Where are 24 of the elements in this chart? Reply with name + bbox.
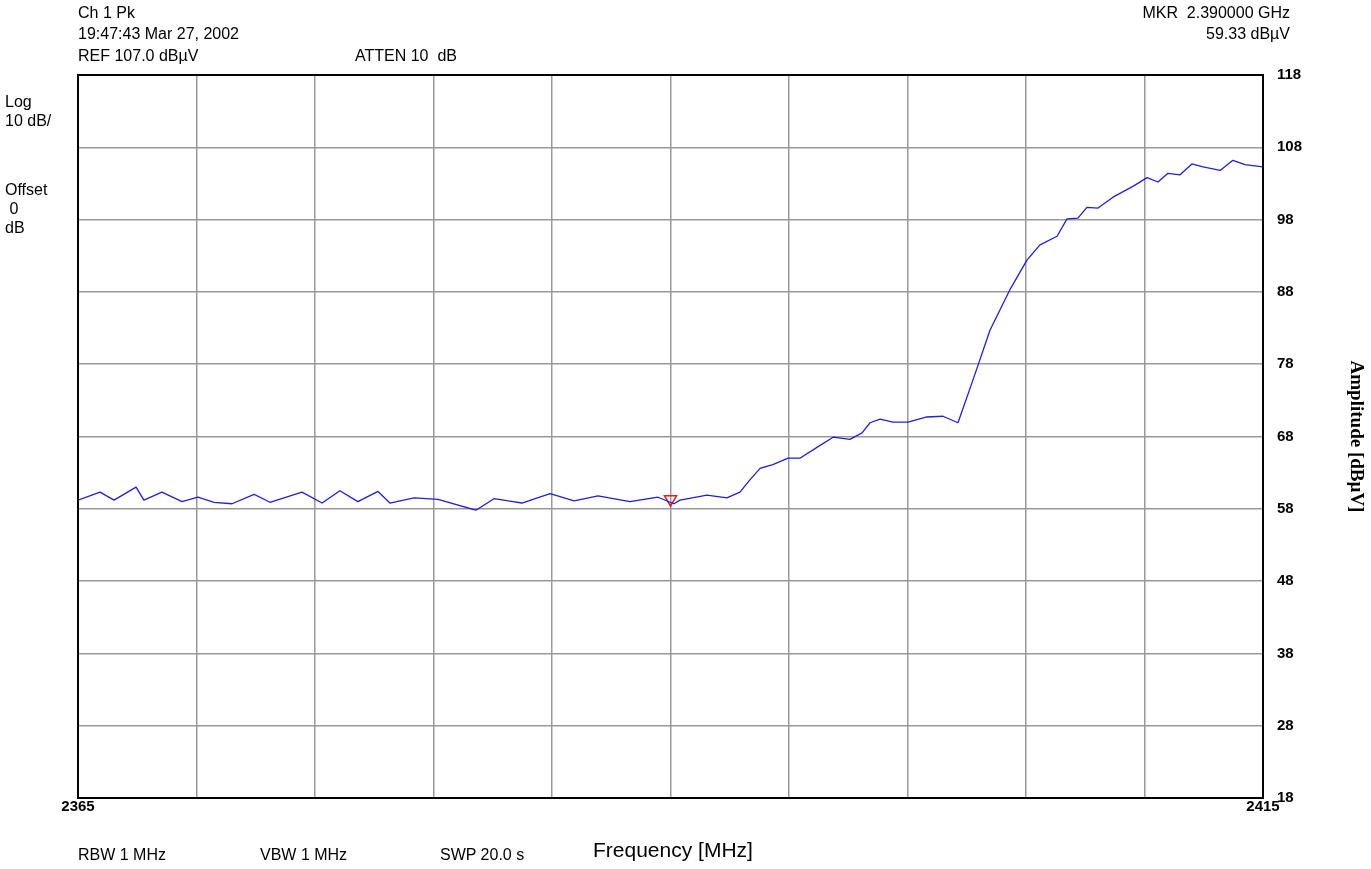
text: MKR 2.390000 GHz xyxy=(1142,3,1290,22)
y-tick-label: 118 xyxy=(1277,65,1302,83)
text: SWP 20.0 s xyxy=(440,845,525,864)
text: REF 107.0 dBµV xyxy=(78,46,199,65)
y-tick-label: 88 xyxy=(1277,282,1294,300)
chart-subtitle: 19:47:43 Mar 27, 2002 xyxy=(78,24,240,43)
y-tick-label: 38 xyxy=(1277,643,1294,661)
y-tick-label: 68 xyxy=(1277,426,1294,444)
text: VBW 1 MHz xyxy=(260,845,348,864)
x-tick-label: 2365 xyxy=(61,797,95,815)
chart-title: Ch 1 Pk xyxy=(78,3,135,22)
text: Log 10 dB/ xyxy=(5,92,52,130)
y-axis-title: Amplitude [dBµV] xyxy=(1346,360,1368,513)
text: Offset 0 dB xyxy=(5,180,48,237)
x-axis-title: Frequency [MHz] xyxy=(593,838,753,861)
y-tick-label: 48 xyxy=(1277,571,1294,589)
text: RBW 1 MHz xyxy=(78,845,166,864)
y-tick-label: 58 xyxy=(1277,498,1294,516)
y-tick-label: 108 xyxy=(1277,137,1303,155)
y-tick-label: 78 xyxy=(1277,354,1294,372)
y-tick-label: 98 xyxy=(1277,209,1294,227)
y-tick-label: 28 xyxy=(1277,715,1294,733)
text: 59.33 dBµV xyxy=(1206,24,1290,43)
text: ATTEN 10 dB xyxy=(355,46,457,65)
